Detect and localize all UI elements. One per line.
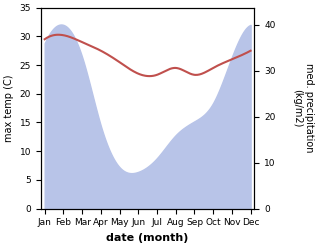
Y-axis label: max temp (C): max temp (C) (4, 74, 14, 142)
Y-axis label: med. precipitation
(kg/m2): med. precipitation (kg/m2) (292, 63, 314, 153)
X-axis label: date (month): date (month) (107, 233, 189, 243)
